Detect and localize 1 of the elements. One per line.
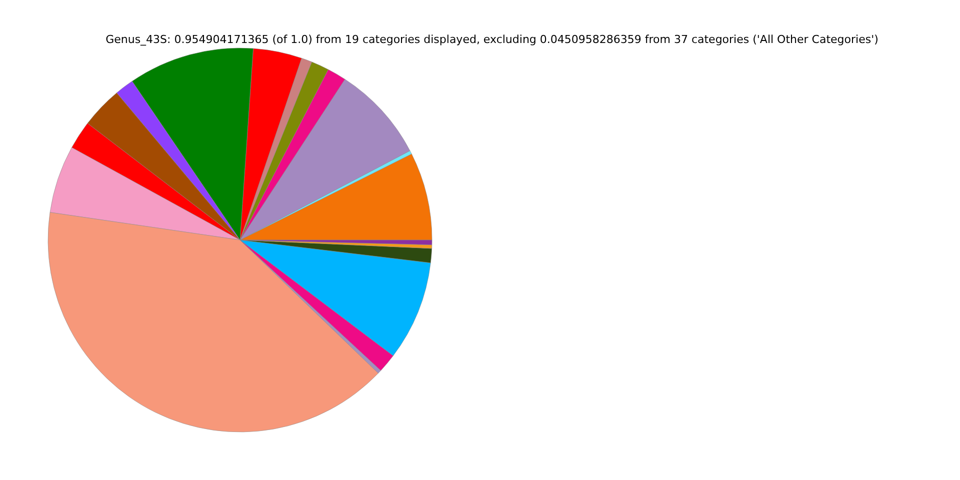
- text: Genus_43S: 0.954904171365 (of 1.0) from 19 categories displayed, excluding 0.0450958286359 from 37 categories ('All Other Categories'): [106, 33, 878, 46]
